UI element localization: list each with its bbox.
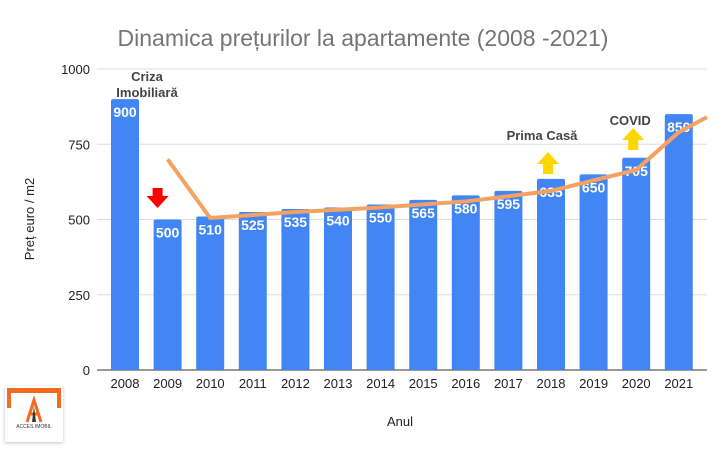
bar	[494, 190, 523, 370]
annotation: COVID	[610, 113, 651, 128]
data-label: 500	[156, 225, 180, 241]
annotation: Criza	[131, 69, 164, 84]
data-label: 580	[454, 200, 478, 216]
bar	[111, 99, 139, 370]
y-tick-label: 500	[68, 213, 90, 228]
bar	[664, 114, 693, 371]
x-tick-label: 2011	[239, 376, 267, 391]
annotation: Imobiliară	[116, 85, 178, 100]
arrow-up-icon	[537, 152, 559, 174]
logo-text: ACCES IMOBIL	[16, 424, 52, 430]
y-tick-label: 1000	[61, 62, 90, 77]
x-tick-label: 2015	[409, 376, 438, 391]
data-label: 900	[113, 104, 137, 120]
x-tick-label: 2008	[111, 376, 140, 391]
bar	[238, 211, 267, 370]
data-label: 565	[412, 205, 436, 221]
bar	[579, 174, 608, 370]
y-tick-label: 250	[68, 288, 90, 303]
data-label: 510	[199, 221, 223, 237]
bar	[153, 219, 182, 370]
x-tick-label: 2020	[622, 376, 651, 391]
x-tick-label: 2012	[281, 376, 310, 391]
y-axis-label: Preț euro / m2	[22, 178, 37, 260]
x-tick-label: 2019	[579, 376, 608, 391]
arrow-down-icon	[146, 188, 169, 208]
x-tick-label: 2021	[664, 376, 693, 391]
chart-title: Dinamica prețurilor la apartamente (2008…	[118, 25, 609, 51]
data-label: 595	[497, 196, 521, 212]
bar	[622, 157, 651, 370]
x-tick-label: 2017	[494, 376, 523, 391]
x-axis-label: Anul	[387, 414, 413, 429]
x-tick-label: 2018	[537, 376, 566, 391]
bar	[324, 207, 352, 370]
x-tick-label: 2010	[196, 376, 225, 391]
arrow-up-icon	[622, 128, 645, 150]
x-tick-label: 2016	[451, 376, 480, 391]
trendline	[165, 115, 708, 220]
x-tick-label: 2009	[153, 376, 182, 391]
logo: ACCES IMOBIL	[5, 386, 63, 442]
bar	[281, 208, 310, 370]
bar	[537, 178, 565, 370]
data-label: 540	[326, 212, 350, 228]
bar	[196, 216, 225, 370]
data-label: 535	[284, 214, 308, 230]
y-tick-label: 0	[83, 363, 90, 378]
data-label: 525	[241, 217, 265, 233]
bar	[409, 199, 438, 370]
annotation: Prima Casă	[507, 128, 579, 143]
y-tick-label: 750	[68, 137, 90, 152]
bar	[366, 204, 395, 370]
x-tick-label: 2014	[366, 376, 395, 391]
data-label: 550	[369, 209, 393, 225]
bar	[451, 195, 480, 370]
x-tick-label: 2013	[324, 376, 353, 391]
